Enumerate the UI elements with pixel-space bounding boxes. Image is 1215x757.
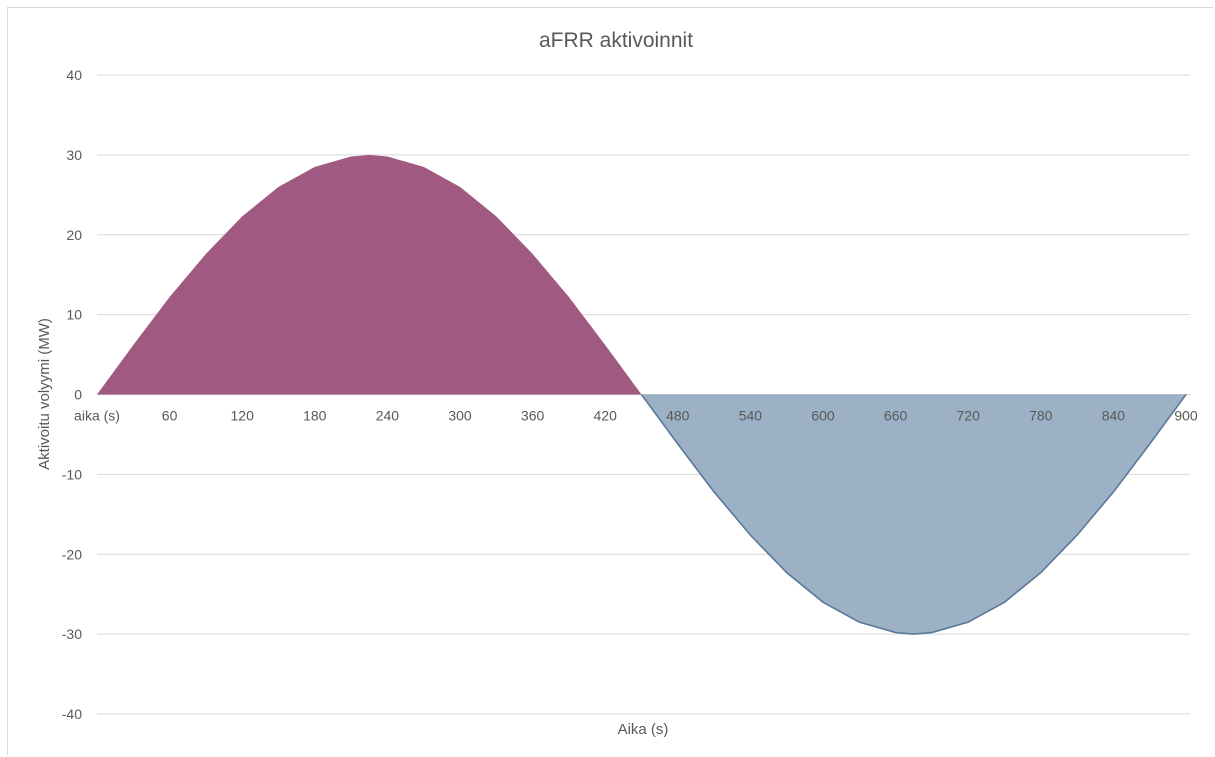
x-tick-label: 600: [811, 408, 835, 424]
x-tick-label: 120: [231, 408, 255, 424]
negative-area-outline: [640, 394, 1187, 635]
y-tick-label: -30: [62, 626, 82, 642]
y-tick-label: 40: [66, 67, 82, 83]
y-axis-ticks: 40 30 20 10 0 -10 -20 -30 -40: [62, 67, 82, 722]
x-axis-title: Aika (s): [618, 721, 669, 738]
x-tick-label: 180: [303, 408, 327, 424]
x-tick-label: 540: [739, 408, 763, 424]
y-tick-label: -40: [62, 706, 82, 722]
x-tick-label: 240: [376, 408, 400, 424]
positive-area: [97, 154, 1186, 395]
x-tick-label: 780: [1029, 408, 1053, 424]
y-tick-label: 10: [66, 307, 82, 323]
y-axis-title: Aktivoitu volyymi (MW): [36, 318, 53, 470]
x-tick-label: 480: [666, 408, 690, 424]
chart-title: aFRR aktivoinnit: [539, 29, 693, 52]
y-tick-label: -20: [62, 546, 82, 562]
x-tick-label: 60: [162, 408, 178, 424]
x-axis-ticks: aika (s) 60 120 180 240 300 360 420 480 540 600 660…: [74, 408, 1198, 424]
x-tick-label: 300: [448, 408, 472, 424]
x-tick-label: 720: [957, 408, 981, 424]
y-tick-label: -10: [62, 466, 82, 482]
x-tick-label: 840: [1102, 408, 1126, 424]
area-series: [97, 154, 1187, 635]
chart-frame: [7, 7, 1213, 755]
y-tick-label: 30: [66, 147, 82, 163]
x-tick-label: aika (s): [74, 408, 120, 424]
negative-area: [97, 394, 1186, 635]
y-tick-label: 20: [66, 227, 82, 243]
x-tick-label: 360: [521, 408, 545, 424]
x-tick-label: 660: [884, 408, 908, 424]
y-tick-label: 0: [74, 387, 82, 403]
x-tick-label: 900: [1174, 408, 1198, 424]
x-tick-label: 420: [594, 408, 618, 424]
